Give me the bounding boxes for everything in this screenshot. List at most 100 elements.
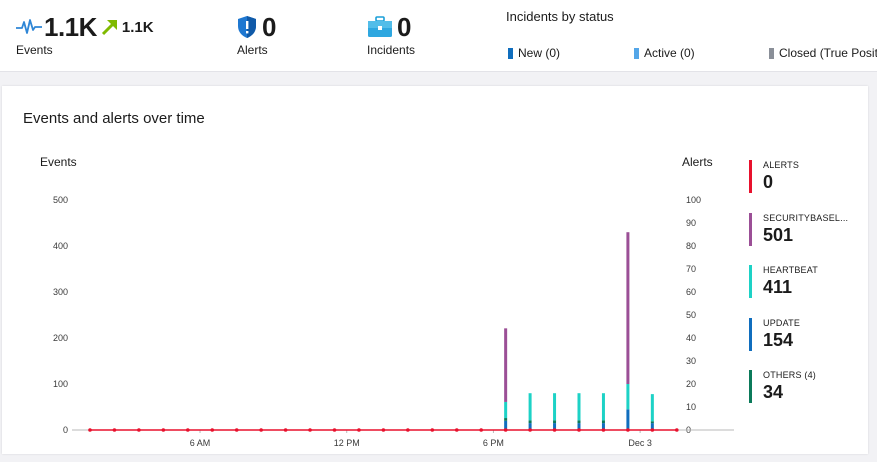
bar-segment [626, 232, 630, 384]
y2-tick-label: 50 [686, 310, 696, 320]
bar-segment [650, 421, 654, 424]
summary-bar: 1.1K 1.1K Events 0 Alerts [0, 0, 877, 72]
bar-segment [577, 423, 581, 430]
bar-segment [577, 420, 581, 424]
legend-item-value: 501 [763, 224, 794, 245]
legend-color-bar [749, 370, 752, 403]
alerts-point [88, 428, 92, 432]
bar-segment [553, 393, 557, 421]
bar-segment [528, 420, 532, 424]
chart-title: Events and alerts over time [23, 110, 205, 127]
alerts-point [552, 428, 557, 432]
y2-tick-label: 40 [686, 333, 696, 343]
legend-item-value: 411 [763, 277, 793, 297]
bar-segment [553, 420, 557, 424]
alerts-point [626, 428, 630, 432]
trend-up-arrow-icon [101, 20, 117, 36]
briefcase-icon [368, 16, 392, 37]
alerts-point [234, 428, 239, 432]
events-alerts-chart[interactable]: 010020030040050001020304050607080901006 … [2, 86, 742, 454]
legend-item-value: 154 [763, 329, 794, 350]
x-tick-label: 12 PM [334, 438, 360, 448]
legend-item-name: HEARTBEAT [763, 265, 818, 275]
incidents-by-status: Incidents by status New (0) Active (0) C… [506, 9, 877, 66]
y2-tick-label: 10 [686, 402, 696, 412]
chart-legend: ALERTS 0 SECURITYBASEL... 501 HEARTBEAT 411 UP… [748, 160, 866, 423]
alerts-point [357, 428, 361, 432]
events-alerts-chart-card: Events and alerts over time Events Alert… [2, 86, 868, 454]
alerts-point [675, 428, 679, 432]
status-active-swatch [634, 47, 639, 59]
events-summary[interactable]: 1.1K 1.1K Events [16, 12, 154, 57]
bar-segment [601, 420, 605, 424]
bar-segment [504, 328, 508, 402]
alerts-point [479, 428, 484, 432]
legend-color-bar [749, 317, 752, 351]
status-active[interactable]: Active (0) [634, 46, 695, 60]
alerts-point [430, 428, 435, 432]
legend-item-name: UPDATE [763, 317, 801, 328]
legend-item-name: OTHERS (4) [763, 370, 817, 380]
events-count: 1.1K [44, 12, 97, 42]
right-axis-title: Alerts [682, 155, 713, 169]
events-trend-value: 1.1K [121, 18, 154, 36]
alerts-point [381, 428, 386, 432]
status-closed-swatch [769, 47, 774, 59]
y2-tick-label: 100 [686, 195, 701, 205]
alerts-point [161, 428, 166, 432]
y-tick-label: 100 [53, 379, 68, 389]
alerts-point [601, 428, 606, 432]
legend-color-bar [749, 160, 752, 193]
legend-item-value: 34 [763, 382, 784, 402]
legend-item-value: 0 [763, 172, 774, 192]
legend-item[interactable]: HEARTBEAT 411 [748, 265, 866, 318]
legend-item-name: SECURITYBASEL... [763, 212, 849, 223]
alerts-summary[interactable]: 0 Alerts [237, 12, 276, 57]
y-tick-label: 0 [63, 425, 68, 435]
status-closed[interactable]: Closed (True Positi [769, 46, 877, 60]
alerts-point [186, 428, 190, 432]
alerts-point [112, 428, 117, 432]
y2-tick-label: 30 [686, 356, 696, 366]
alerts-count: 0 [262, 12, 276, 42]
pulse-icon [16, 19, 42, 34]
y-tick-label: 300 [53, 287, 68, 297]
y2-tick-label: 60 [686, 287, 696, 297]
alerts-point [503, 428, 508, 432]
bar-segment [577, 393, 581, 421]
alerts-point [308, 428, 312, 432]
x-tick-label: 6 PM [483, 438, 504, 448]
incidents-by-status-title: Incidents by status [506, 9, 614, 24]
status-new[interactable]: New (0) [508, 46, 560, 60]
status-new-swatch [508, 47, 513, 59]
alerts-point [577, 428, 581, 432]
incidents-count: 0 [397, 12, 411, 42]
left-axis-title: Events [40, 155, 77, 169]
y-tick-label: 400 [53, 241, 68, 251]
y2-tick-label: 80 [686, 241, 696, 251]
y-tick-label: 200 [53, 333, 68, 343]
events-label: Events [16, 43, 53, 57]
bar-segment [601, 393, 605, 421]
legend-item[interactable]: UPDATE 154 [748, 317, 866, 371]
bar-segment [528, 393, 532, 421]
incidents-summary[interactable]: 0 Incidents [367, 12, 415, 57]
bar-segment [553, 423, 557, 430]
x-tick-label: Dec 3 [628, 438, 652, 448]
legend-color-bar [749, 265, 752, 298]
status-active-label: Active (0) [644, 46, 695, 60]
status-new-label: New (0) [518, 46, 561, 60]
legend-item[interactable]: SECURITYBASEL... 501 [748, 212, 866, 266]
bar-segment [528, 423, 532, 430]
y2-tick-label: 70 [686, 264, 696, 274]
y2-tick-label: 90 [686, 218, 696, 228]
bar-segment [626, 384, 630, 410]
bar-segment [504, 418, 508, 421]
alerts-label: Alerts [237, 43, 268, 57]
alerts-point [283, 428, 288, 432]
legend-item[interactable]: ALERTS 0 [748, 160, 866, 213]
bar-segment [504, 401, 508, 419]
legend-item[interactable]: OTHERS (4) 34 [748, 370, 866, 423]
bar-segment [650, 423, 654, 430]
incidents-label: Incidents [367, 43, 416, 57]
